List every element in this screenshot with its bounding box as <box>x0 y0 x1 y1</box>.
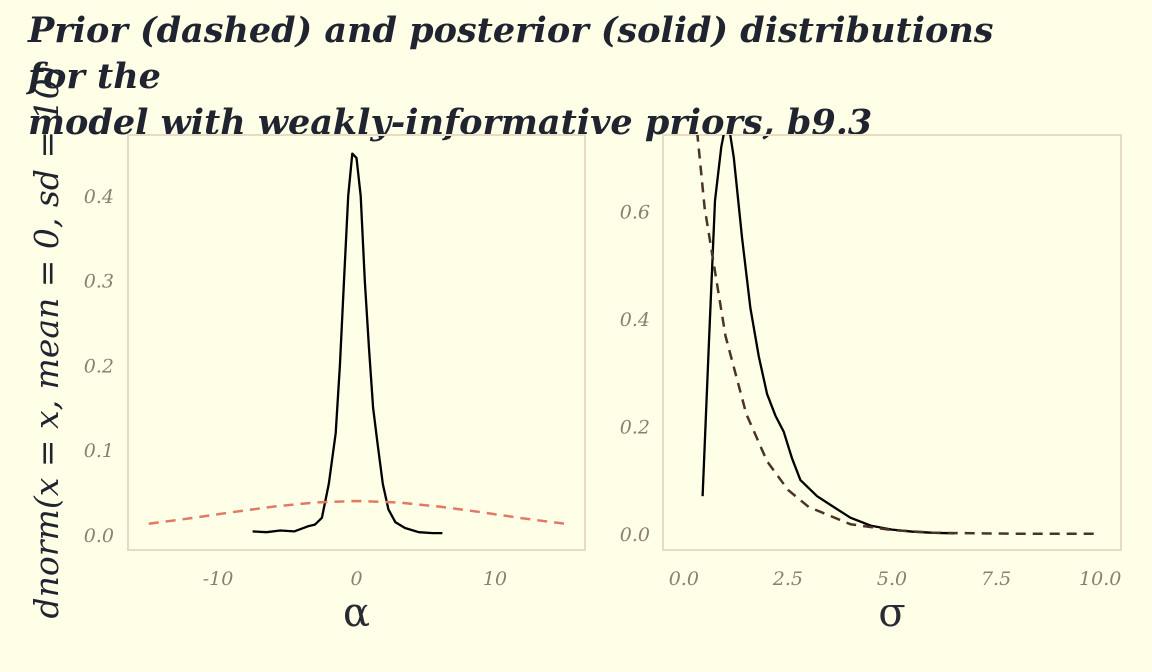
y-tick-label: 0.3 <box>84 271 114 293</box>
x-tick-label: 10 <box>483 568 507 590</box>
chart-title-line-1: Prior (dashed) and posterior (solid) dis… <box>28 10 994 97</box>
panel-border <box>662 134 1122 551</box>
sigma-panel: 0.0 2.5 5.0 7.5 10.0 0.0 0.2 0.4 0.6 σ <box>620 134 1122 636</box>
y-tick-label: 0.4 <box>84 186 114 208</box>
y-tick-label: 0.2 <box>620 416 650 438</box>
x-tick-label: 2.5 <box>772 568 803 590</box>
prior-curve-alpha <box>148 499 565 525</box>
x-tick-label: 0 <box>350 568 362 590</box>
posterior-curve-alpha <box>252 152 443 535</box>
y-tick-label: 0.6 <box>620 201 650 223</box>
y-tick-label: 0.0 <box>620 524 650 546</box>
x-tick-label: 10.0 <box>1079 568 1121 590</box>
y-tick-label: 0.0 <box>84 525 114 547</box>
y-tick-label: 0.2 <box>84 355 114 377</box>
alpha-panel: -10 0 10 0.0 0.1 0.2 0.3 0.4 α <box>84 134 586 636</box>
x-axis-label: σ <box>878 590 905 636</box>
panel-border <box>127 134 586 551</box>
y-tick-label: 0.4 <box>620 309 650 331</box>
x-tick-label: 0.0 <box>669 568 699 590</box>
x-axis-label: α <box>343 590 370 636</box>
x-tick-label: 5.0 <box>877 568 907 590</box>
y-axis-label: dnorm(x = x, mean = 0, sd = 10) <box>27 66 66 619</box>
x-tick-label: 7.5 <box>981 568 1011 590</box>
posterior-curve-sigma <box>701 135 955 535</box>
x-tick-label: -10 <box>203 568 234 590</box>
y-tick-label: 0.1 <box>84 440 114 462</box>
